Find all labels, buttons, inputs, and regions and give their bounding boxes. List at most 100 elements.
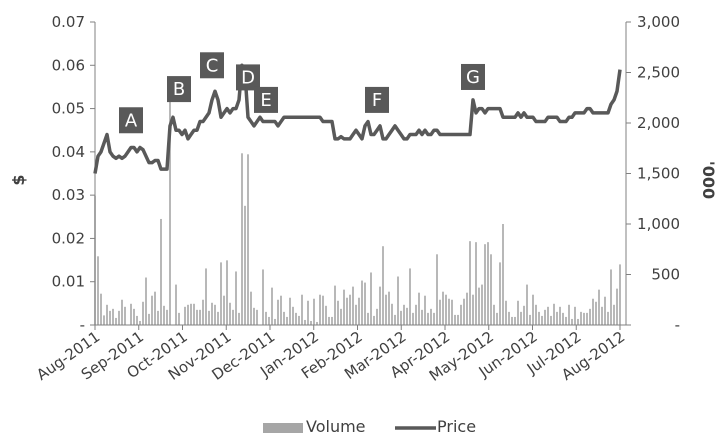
annotation-f: F bbox=[365, 86, 389, 113]
volume-bar bbox=[106, 304, 108, 325]
volume-bar bbox=[157, 310, 159, 325]
volume-bar bbox=[217, 311, 219, 325]
volume-bar bbox=[226, 260, 228, 325]
volume-bar bbox=[430, 308, 432, 325]
volume-bar bbox=[604, 296, 606, 325]
volume-bar bbox=[97, 256, 99, 325]
volume-bar bbox=[313, 298, 315, 325]
volume-bar bbox=[421, 309, 423, 325]
volume-bar bbox=[439, 299, 441, 325]
annotation-box bbox=[119, 107, 143, 134]
volume-bar bbox=[124, 306, 126, 325]
volume-bar bbox=[577, 318, 579, 325]
volume-bar bbox=[265, 311, 267, 325]
annotation-box bbox=[461, 63, 485, 90]
volume-bar bbox=[595, 301, 597, 325]
volume-bar bbox=[373, 315, 375, 325]
volume-bar bbox=[388, 291, 390, 325]
volume-bar bbox=[508, 311, 510, 325]
volume-bar bbox=[304, 319, 306, 325]
annotation-e: E bbox=[254, 86, 278, 113]
volume-bar bbox=[370, 272, 372, 325]
volume-bar bbox=[397, 276, 399, 325]
volume-bar bbox=[571, 318, 573, 325]
right-axis-title: '000 bbox=[699, 161, 718, 199]
right-tick-label: 500 bbox=[651, 266, 680, 284]
volume-bar bbox=[367, 312, 369, 325]
volume-bar bbox=[565, 316, 567, 325]
volume-bar bbox=[343, 289, 345, 325]
right-tick-label: 2,500 bbox=[637, 64, 680, 82]
volume-bar bbox=[118, 310, 120, 325]
volume-bar bbox=[268, 316, 270, 325]
volume-bar bbox=[583, 312, 585, 325]
volume-bar bbox=[613, 304, 615, 325]
volume-bar bbox=[466, 292, 468, 325]
volume-bar bbox=[247, 154, 249, 325]
volume-bar bbox=[145, 277, 147, 325]
volume-bar bbox=[352, 286, 354, 325]
volume-bar bbox=[310, 320, 312, 325]
left-tick-label: - bbox=[80, 316, 85, 334]
volume-bar bbox=[163, 305, 165, 325]
volume-bar bbox=[574, 306, 576, 325]
volume-bar bbox=[484, 244, 486, 325]
left-tick-label: 0.04 bbox=[52, 143, 85, 161]
volume-bar bbox=[607, 311, 609, 325]
annotation-label: F bbox=[372, 90, 382, 111]
volume-bar bbox=[292, 306, 294, 325]
volume-bar bbox=[382, 246, 384, 325]
volume-bar bbox=[457, 314, 459, 325]
volume-bar bbox=[193, 303, 195, 325]
volume-bar bbox=[601, 306, 603, 325]
volume-bar bbox=[283, 311, 285, 325]
volume-bar bbox=[121, 299, 123, 325]
volume-bar bbox=[463, 298, 465, 325]
volume-bar bbox=[520, 311, 522, 325]
volume-bar bbox=[229, 302, 231, 325]
left-tick-label: 0.05 bbox=[52, 100, 85, 118]
volume-bar bbox=[241, 153, 243, 325]
annotation-box bbox=[236, 64, 260, 91]
annotation-box bbox=[365, 86, 389, 113]
volume-bar bbox=[232, 309, 234, 325]
volume-bar bbox=[418, 292, 420, 325]
volume-bar bbox=[400, 310, 402, 325]
volume-bar bbox=[409, 268, 411, 325]
volume-bar bbox=[295, 312, 297, 325]
legend-label-price: Price bbox=[437, 417, 476, 436]
volume-bar bbox=[184, 306, 186, 325]
volume-bar bbox=[361, 280, 363, 325]
volume-bar bbox=[544, 309, 546, 325]
volume-bar bbox=[139, 320, 141, 325]
annotation-c: C bbox=[200, 52, 224, 79]
volume-bar bbox=[286, 316, 288, 325]
volume-bar bbox=[550, 315, 552, 325]
volume-bar bbox=[223, 295, 225, 325]
volume-bar bbox=[412, 312, 414, 325]
volume-bar bbox=[517, 300, 519, 325]
volume-bar bbox=[598, 289, 600, 325]
annotation-label: C bbox=[206, 55, 219, 76]
annotation-label: D bbox=[241, 67, 255, 88]
annotations: A BC DE F G bbox=[119, 52, 485, 134]
annotation-box bbox=[200, 52, 224, 79]
volume-bar bbox=[112, 308, 114, 325]
volume-bar bbox=[325, 305, 327, 325]
volume-bar bbox=[433, 312, 435, 325]
volume-bar bbox=[280, 295, 282, 325]
volume-bar bbox=[346, 297, 348, 325]
volume-bar bbox=[478, 287, 480, 325]
volume-bar bbox=[355, 304, 357, 325]
volume-bar bbox=[427, 312, 429, 325]
volume-bar bbox=[262, 269, 264, 325]
annotation-label: G bbox=[466, 67, 480, 88]
volume-bar bbox=[514, 316, 516, 325]
volume-bar bbox=[394, 314, 396, 325]
volume-bar bbox=[589, 308, 591, 325]
volume-bar bbox=[169, 82, 171, 325]
volume-bar bbox=[235, 271, 237, 325]
left-tick-label: 0.06 bbox=[52, 56, 85, 74]
volume-bar bbox=[406, 307, 408, 325]
